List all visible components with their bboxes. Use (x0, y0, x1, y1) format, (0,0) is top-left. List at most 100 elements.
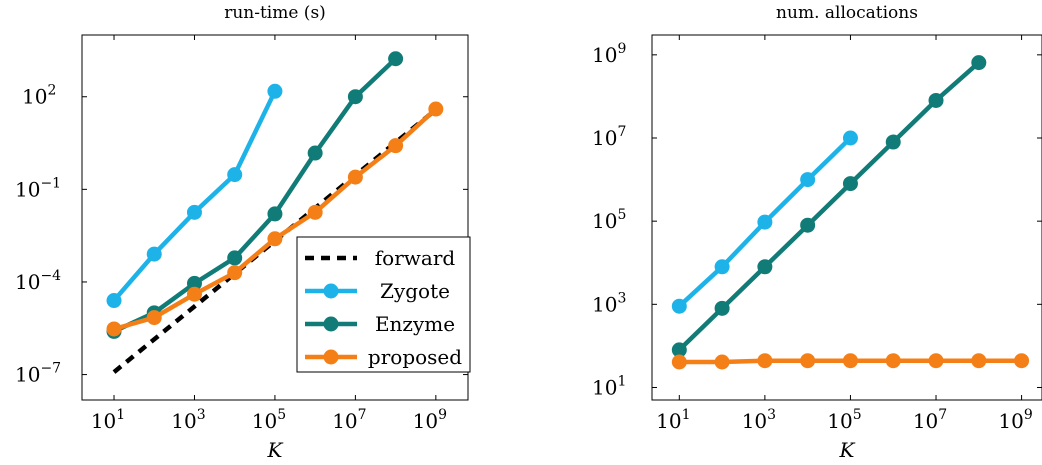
y-tick-label: 101 (592, 373, 626, 399)
x-tick-exponent: 3 (197, 407, 206, 423)
data-point-proposed (267, 231, 283, 247)
y-tick-exponent: 7 (617, 124, 626, 140)
x-tick-base: 10 (252, 409, 277, 433)
x-tick-label: 109 (413, 407, 447, 433)
x-tick-label: 105 (252, 407, 286, 433)
x-tick-base: 10 (332, 409, 357, 433)
y-tick-exponent: 9 (617, 41, 626, 57)
data-point-zygote (757, 214, 773, 230)
data-point-enzyme (714, 300, 730, 316)
x-tick-base: 10 (827, 409, 852, 433)
chart-title: num. allocations (776, 3, 918, 23)
data-point-proposed (1014, 353, 1030, 369)
plot-frame (651, 34, 1042, 401)
data-point-proposed (106, 321, 122, 337)
x-axis-label: K (839, 438, 856, 462)
data-point-enzyme (186, 275, 202, 291)
data-point-zygote (714, 259, 730, 275)
data-point-proposed (928, 353, 944, 369)
data-point-zygote (267, 83, 283, 99)
x-tick-base: 10 (913, 409, 938, 433)
data-point-proposed (842, 353, 858, 369)
x-tick-base: 10 (91, 409, 116, 433)
y-tick-label: 103 (592, 290, 626, 316)
y-tick-base: 10 (15, 177, 40, 201)
x-tick-base: 10 (742, 409, 767, 433)
data-point-proposed (757, 353, 773, 369)
y-tick-label: 105 (592, 207, 626, 233)
y-tick-base: 10 (15, 363, 40, 387)
x-tick-label: 107 (913, 407, 947, 433)
data-point-zygote (146, 246, 162, 262)
data-point-proposed (428, 101, 444, 117)
x-tick-exponent: 9 (438, 407, 447, 423)
x-tick-base: 10 (171, 409, 196, 433)
y-tick-label: 107 (592, 124, 626, 150)
x-tick-exponent: 7 (358, 407, 367, 423)
y-tick-exponent: 2 (47, 83, 56, 99)
data-point-proposed (347, 169, 363, 185)
y-tick-label: 10−7 (15, 361, 61, 387)
legend-marker-proposed (323, 349, 339, 365)
data-point-proposed (388, 138, 404, 154)
y-tick-label: 109 (592, 41, 626, 67)
y-tick-base: 10 (592, 292, 617, 316)
x-tick-label: 107 (332, 407, 366, 433)
x-tick-label: 101 (656, 407, 690, 433)
x-tick-exponent: 1 (682, 407, 691, 423)
y-tick-exponent: 5 (617, 207, 626, 223)
x-tick-label: 109 (998, 407, 1032, 433)
x-tick-base: 10 (998, 409, 1023, 433)
x-tick-label: 103 (742, 407, 776, 433)
y-tick-base: 10 (592, 126, 617, 150)
legend-marker-zygote (323, 283, 339, 299)
x-tick-label: 103 (171, 407, 205, 433)
y-tick-exponent: −7 (40, 361, 61, 377)
data-point-zygote (186, 204, 202, 220)
series-line-forward (112, 107, 438, 374)
data-point-zygote (227, 167, 243, 183)
y-tick-label: 102 (22, 83, 56, 109)
y-tick-exponent: 1 (617, 373, 626, 389)
data-point-proposed (186, 286, 202, 302)
data-point-proposed (885, 353, 901, 369)
legend-label-proposed: proposed (368, 345, 462, 369)
x-tick-exponent: 9 (1024, 407, 1033, 423)
data-point-proposed (671, 354, 687, 370)
y-tick-base: 10 (592, 43, 617, 67)
series-line-enzyme (677, 60, 981, 352)
chart-title: run-time (s) (224, 3, 326, 23)
data-point-enzyme (267, 206, 283, 222)
x-tick-label: 105 (827, 407, 861, 433)
data-point-enzyme (928, 92, 944, 108)
data-point-enzyme (347, 89, 363, 105)
x-tick-exponent: 1 (116, 407, 125, 423)
data-point-proposed (227, 265, 243, 281)
data-point-enzyme (885, 134, 901, 150)
y-tick-base: 10 (592, 209, 617, 233)
data-point-proposed (307, 204, 323, 220)
legend-label-forward: forward (375, 246, 456, 270)
x-tick-exponent: 7 (938, 407, 947, 423)
legend-label-zygote: Zygote (380, 279, 450, 303)
data-point-proposed (800, 353, 816, 369)
y-tick-label: 10−1 (15, 175, 61, 201)
legend-label-enzyme: Enzyme (375, 312, 455, 336)
data-point-enzyme (671, 342, 687, 358)
series-line-enzyme (113, 57, 398, 334)
data-point-enzyme (842, 176, 858, 192)
x-tick-exponent: 5 (853, 407, 862, 423)
x-tick-base: 10 (413, 409, 438, 433)
y-tick-base: 10 (592, 375, 617, 399)
x-axis-label: K (267, 438, 284, 462)
legend: forward Zygote Enzyme proposed (296, 236, 471, 373)
data-point-proposed (714, 354, 730, 370)
data-point-enzyme (307, 145, 323, 161)
data-point-zygote (671, 298, 687, 314)
data-point-enzyme (800, 217, 816, 233)
legend-marker-enzyme (323, 316, 339, 332)
y-tick-exponent: −4 (40, 268, 61, 284)
x-tick-label: 101 (91, 407, 125, 433)
runtime-panel: run-time (s)101 103 105 107 10910210−110−410… (15, 3, 471, 462)
